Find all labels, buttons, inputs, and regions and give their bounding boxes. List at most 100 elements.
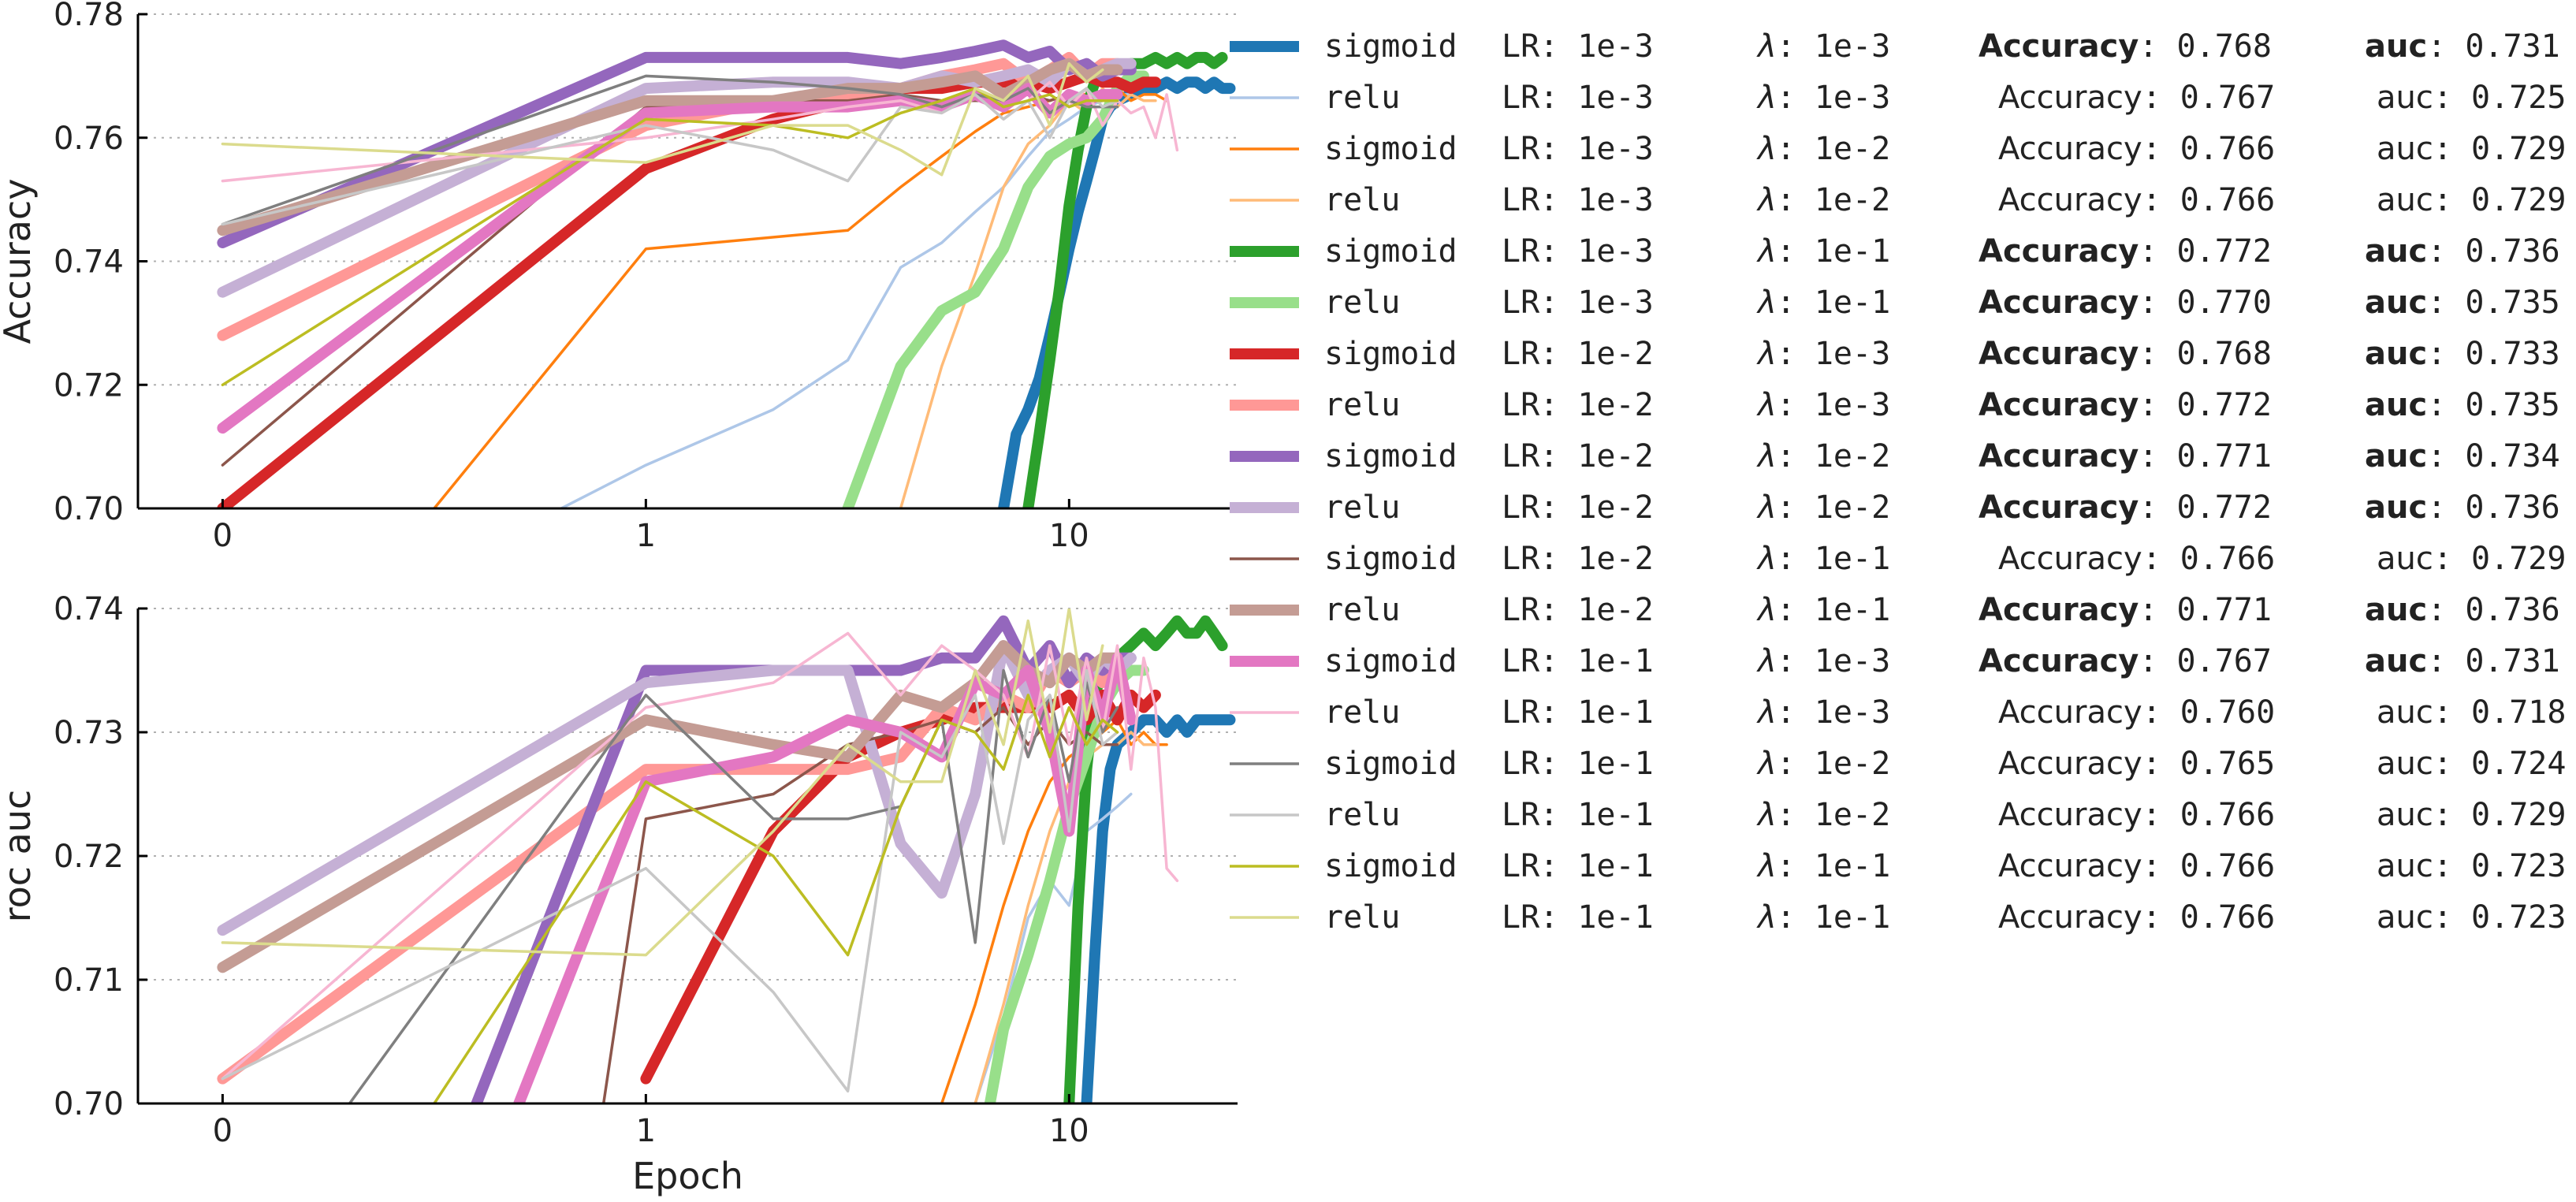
legend-auc-value: : 0.729 xyxy=(2433,182,2567,218)
legend-lambda: λ: 1e-3 xyxy=(1756,80,1890,116)
lambda-symbol: λ xyxy=(1756,336,1777,372)
legend-lambda-value: : 1e-2 xyxy=(1777,131,1891,167)
y-axis-title: roc auc xyxy=(0,790,39,923)
legend-lambda: λ: 1e-1 xyxy=(1756,233,1890,270)
legend-accuracy-value: : 0.772 xyxy=(2139,387,2272,423)
legend-accuracy-value: : 0.771 xyxy=(2139,438,2272,474)
lambda-symbol: λ xyxy=(1756,541,1777,577)
series-line-12 xyxy=(217,83,1123,434)
series-line-15 xyxy=(221,87,1119,226)
legend-entry-17: relu LR: 1e-1 λ: 1e-1 Accuracy: 0.766 auc: 0… xyxy=(1230,899,2566,936)
legend-lambda-value: : 1e-1 xyxy=(1777,285,1891,321)
legend-accuracy-label: Accuracy xyxy=(1998,131,2142,167)
legend-auc: auc: 0.729 xyxy=(2377,182,2566,218)
legend-auc-value: : 0.735 xyxy=(2427,285,2560,321)
legend-accuracy: Accuracy: 0.770 xyxy=(1979,285,2272,321)
legend-entry-6: sigmoid LR: 1e-2 λ: 1e-3 Accuracy: 0.768 auc… xyxy=(1230,336,2560,372)
legend-accuracy-value: : 0.771 xyxy=(2139,592,2272,628)
legend-activation: relu xyxy=(1324,285,1400,321)
legend-accuracy-label: Accuracy xyxy=(1998,848,2142,884)
legend-auc-label: auc xyxy=(2377,80,2433,116)
legend-accuracy-value: : 0.766 xyxy=(2142,541,2276,577)
lambda-symbol: λ xyxy=(1756,899,1777,936)
y-axis-title: Accuracy xyxy=(0,178,39,344)
legend-activation: relu xyxy=(1324,592,1400,628)
legend-auc-value: : 0.729 xyxy=(2433,797,2567,833)
lambda-symbol: λ xyxy=(1756,592,1777,628)
legend-auc: auc: 0.731 xyxy=(2365,28,2560,65)
legend-lambda: λ: 1e-2 xyxy=(1756,131,1890,167)
legend-lr: LR: 1e-2 xyxy=(1502,592,1654,628)
series-line-3 xyxy=(899,87,1157,508)
legend-accuracy: Accuracy: 0.767 xyxy=(1998,80,2275,116)
legend-auc-label: auc xyxy=(2365,643,2427,679)
legend-accuracy-label: Accuracy xyxy=(1998,746,2142,782)
legend-lr: LR: 1e-1 xyxy=(1502,899,1654,936)
legend-accuracy: Accuracy: 0.760 xyxy=(1998,694,2275,731)
legend-accuracy-label: Accuracy xyxy=(1979,387,2139,423)
legend-entry-16: sigmoid LR: 1e-1 λ: 1e-1 Accuracy: 0.766 auc… xyxy=(1230,848,2566,884)
legend-accuracy-label: Accuracy xyxy=(1998,182,2142,218)
legend-auc-label: auc xyxy=(2365,336,2427,372)
legend-auc-value: : 0.735 xyxy=(2427,387,2560,423)
legend-accuracy-value: : 0.772 xyxy=(2139,233,2272,270)
legend-accuracy-value: : 0.766 xyxy=(2142,797,2276,833)
legend-lambda-value: : 1e-1 xyxy=(1777,899,1891,936)
legend-accuracy-value: : 0.768 xyxy=(2139,336,2272,372)
legend-accuracy: Accuracy: 0.772 xyxy=(1979,387,2272,423)
legend-lambda-value: : 1e-2 xyxy=(1777,182,1891,218)
legend-lambda: λ: 1e-3 xyxy=(1756,28,1890,65)
legend-lambda: λ: 1e-2 xyxy=(1756,746,1890,782)
legend-auc-value: : 0.723 xyxy=(2433,848,2567,884)
lambda-symbol: λ xyxy=(1756,233,1777,270)
legend-lambda: λ: 1e-3 xyxy=(1756,643,1890,679)
legend-lr: LR: 1e-3 xyxy=(1502,80,1654,116)
lambda-symbol: λ xyxy=(1756,80,1777,116)
lambda-symbol: λ xyxy=(1756,438,1777,474)
series-line-13 xyxy=(221,80,1179,183)
legend-lambda: λ: 1e-2 xyxy=(1756,438,1890,474)
legend-activation: sigmoid xyxy=(1324,233,1457,270)
plot-panel-1: 0.70 0.71 0.72 0.73 0.74 0 1 10 roc auc Epoch xyxy=(0,591,1238,1197)
legend-lambda: λ: 1e-1 xyxy=(1756,899,1890,936)
legend-lr: LR: 1e-3 xyxy=(1502,131,1654,167)
legend-lambda: λ: 1e-1 xyxy=(1756,285,1890,321)
legend-auc: auc: 0.735 xyxy=(2365,285,2560,321)
lambda-symbol: λ xyxy=(1756,489,1777,526)
legend-entry-14: sigmoid LR: 1e-1 λ: 1e-2 Accuracy: 0.765 auc… xyxy=(1230,746,2566,782)
legend-auc-label: auc xyxy=(2365,285,2427,321)
lambda-symbol: λ xyxy=(1756,182,1777,218)
legend-accuracy: Accuracy: 0.767 xyxy=(1979,643,2272,679)
y-tick-label: 0.78 xyxy=(54,0,124,33)
legend-lr: LR: 1e-3 xyxy=(1502,233,1654,270)
legend-activation: sigmoid xyxy=(1324,848,1457,884)
legend-accuracy-label: Accuracy xyxy=(1979,285,2139,321)
legend-accuracy: Accuracy: 0.766 xyxy=(1998,182,2275,218)
legend-entry-7: relu LR: 1e-2 λ: 1e-3 Accuracy: 0.772 auc: 0… xyxy=(1230,387,2560,423)
legend-lr: LR: 1e-2 xyxy=(1502,387,1654,423)
x-tick-label: 10 xyxy=(1049,1113,1089,1149)
legend-lr: LR: 1e-3 xyxy=(1502,285,1654,321)
legend-auc-value: : 0.723 xyxy=(2433,899,2567,936)
legend-auc-label: auc xyxy=(2365,438,2427,474)
legend-accuracy: Accuracy: 0.766 xyxy=(1998,848,2275,884)
legend-accuracy: Accuracy: 0.765 xyxy=(1998,746,2275,782)
legend-accuracy-value: : 0.766 xyxy=(2142,899,2276,936)
legend-auc-value: : 0.733 xyxy=(2427,336,2560,372)
legend-activation: relu xyxy=(1324,387,1400,423)
legend-accuracy-value: : 0.772 xyxy=(2139,489,2272,526)
legend-accuracy: Accuracy: 0.768 xyxy=(1979,336,2272,372)
legend-entry-11: relu LR: 1e-2 λ: 1e-1 Accuracy: 0.771 auc: 0… xyxy=(1230,592,2560,628)
legend-lambda-value: : 1e-3 xyxy=(1777,336,1891,372)
legend-activation: sigmoid xyxy=(1324,643,1457,679)
y-tick-label: 0.72 xyxy=(54,367,124,404)
legend-lambda: λ: 1e-1 xyxy=(1756,541,1890,577)
legend-auc-value: : 0.736 xyxy=(2427,233,2560,270)
series-group xyxy=(217,608,1236,1103)
legend-accuracy: Accuracy: 0.766 xyxy=(1998,899,2275,936)
legend-lambda-value: : 1e-3 xyxy=(1777,694,1891,731)
legend-auc: auc: 0.729 xyxy=(2377,797,2566,833)
legend-accuracy-value: : 0.760 xyxy=(2142,694,2276,731)
lambda-symbol: λ xyxy=(1756,848,1777,884)
